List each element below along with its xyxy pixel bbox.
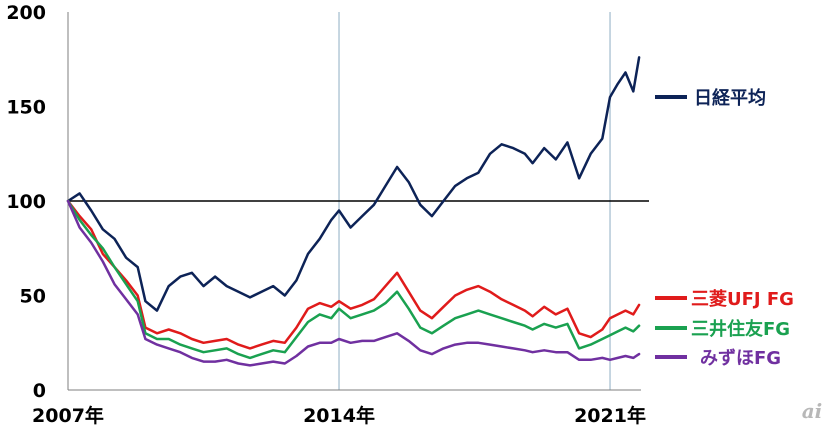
legend-label-1: 三菱UFJ FG xyxy=(691,289,794,310)
y-tick-label-2: 100 xyxy=(6,191,46,213)
legend-label-0: 日経平均 xyxy=(694,87,766,109)
x-tick-label-1: 2014年 xyxy=(303,404,375,427)
legend-label-3: みずほFG xyxy=(700,348,781,369)
series-line-3 xyxy=(66,199,641,367)
y-tick-label-0: 0 xyxy=(33,380,46,402)
legend-label-2: 三井住友FG xyxy=(691,318,790,340)
y-tick-label-3: 150 xyxy=(6,97,46,119)
series-lines xyxy=(66,56,641,367)
watermark-logo: ai xyxy=(802,399,823,423)
y-tick-label-4: 200 xyxy=(6,2,46,24)
x-tick-label-2: 2021年 xyxy=(574,404,646,427)
x-tick-label-0: 2007年 xyxy=(32,404,104,427)
series-line-2 xyxy=(66,199,641,360)
series-line-0 xyxy=(66,56,641,312)
y-tick-label-1: 50 xyxy=(20,286,46,308)
x-tick-labels: 2007年 2014年 2021年 xyxy=(32,404,646,427)
y-tick-labels: 0 50 100 150 200 xyxy=(6,2,46,402)
series-line-1 xyxy=(66,199,641,350)
